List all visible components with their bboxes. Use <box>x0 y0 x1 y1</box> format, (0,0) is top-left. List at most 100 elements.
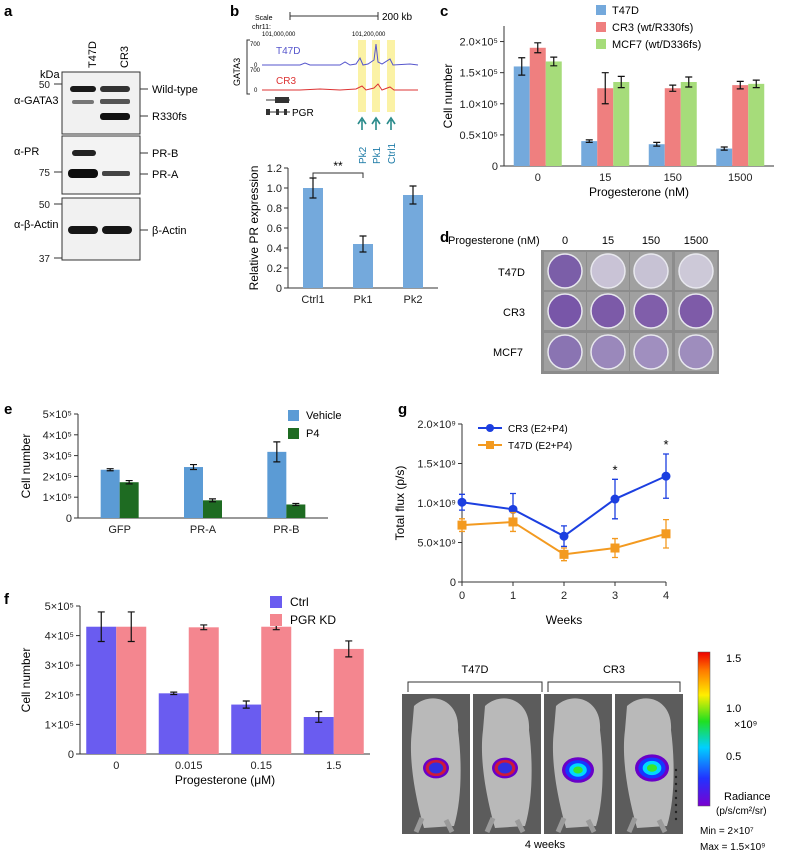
chart-c-ytick-label-0: 0 <box>492 161 498 173</box>
well-2-1 <box>590 334 626 370</box>
chart-c-legend-label-1: CR3 (wt/R330fs) <box>612 22 693 34</box>
chart-b-ytick-label-1: 0.2 <box>267 263 282 275</box>
chart-f-bar-3-0 <box>303 717 334 754</box>
radiance-units: (p/s/cm²/sr) <box>716 806 767 817</box>
chart-c-xtick-label-0: 0 <box>535 172 541 184</box>
gene-group-label: GATA3 <box>232 58 242 86</box>
band-label-wildtype: Wild-type <box>152 84 198 96</box>
chart-c-bar-0-0 <box>513 66 530 166</box>
chart-g-point-1-3 <box>610 543 620 553</box>
gene-exon-3 <box>284 109 287 115</box>
chart-f-ytick-label-3: 3×10⁵ <box>45 660 74 672</box>
gene-exon-2 <box>276 109 279 115</box>
track-cr3-ymin: 0 <box>254 88 258 94</box>
track-cr3-ymax: 700 <box>250 68 261 74</box>
chart-e-legend-swatch-1 <box>288 428 299 439</box>
chart-e-bar-1-1 <box>203 500 222 518</box>
chart-g-total-flux: 0 5.0×10⁹ 1.0×10⁹ 1.5×10⁹ 2.0×10⁹ Total flux … <box>393 419 671 627</box>
chart-c-legend-swatch-2 <box>596 39 606 49</box>
band-gata3-wt-cr3 <box>100 86 130 92</box>
well-1-0 <box>547 293 583 329</box>
chart-c-bar-2-2 <box>680 82 697 166</box>
well-0-3 <box>678 253 714 289</box>
antibody-gata3: α-GATA3 <box>14 95 58 107</box>
band-gata3-wt-t47d <box>70 86 96 92</box>
panel-letter-b: b <box>230 3 239 20</box>
scale-value: 200 kb <box>382 12 412 23</box>
chart-e-ytick-label-2: 2×10⁵ <box>43 471 72 483</box>
chart-b-significance-bracket <box>312 172 364 178</box>
mouse-legs-2 <box>555 817 597 834</box>
chart-c-legend-swatch-1 <box>596 22 606 32</box>
highlight-pk2 <box>358 40 366 112</box>
chart-c-bar-0-2 <box>545 61 562 166</box>
chart-g-xtick-label-2: 2 <box>561 590 567 602</box>
chart-c-bar-1-1 <box>597 88 614 166</box>
chart-b-ylabel: Relative PR expression <box>247 166 261 291</box>
colorbar <box>697 651 711 807</box>
mouse-legs-3 <box>626 817 668 834</box>
chart-b-ytick-label-6: 1.2 <box>267 163 282 175</box>
chart-g-xtick-label-4: 4 <box>663 590 669 602</box>
chart-f-xtick-label-3: 1.5 <box>326 760 341 772</box>
band-gata3-r330fs-cr3 <box>100 113 130 120</box>
band-pra-cr3 <box>102 171 130 176</box>
dot-grid-4 <box>674 796 678 800</box>
chr-label: chr11: <box>252 24 271 31</box>
panel-letter-c: c <box>440 3 448 20</box>
chart-g-point-0-3 <box>610 494 620 504</box>
gene-exon-1 <box>266 109 270 115</box>
chart-e-bar-0-0 <box>100 469 120 518</box>
peak-label-pk1: Pk1 <box>372 146 383 164</box>
chart-c-ylabel: Cell number <box>441 64 455 129</box>
chart-f-ytick-label-0: 0 <box>68 749 74 761</box>
chart-f-bar-2-1 <box>261 626 292 754</box>
band-pra-t47d <box>68 169 98 178</box>
arrow-icon-ctrl1 <box>386 116 396 130</box>
bracket-cr3 <box>547 681 681 692</box>
chart-c-cell-number: 0 0.5×10⁵ 1.0×10⁵ 1.5×10⁵ 2.0×10⁵ Cell number… <box>441 5 774 199</box>
chart-c-ytick-label-1: 0.5×10⁵ <box>459 130 498 142</box>
chart-e-ytick-label-0: 0 <box>66 513 72 525</box>
chart-f-errorbar-0-0 <box>97 611 105 643</box>
chart-e-errorbar-0-0 <box>106 468 114 472</box>
plate-dose-150: 150 <box>642 235 660 247</box>
chart-c-errorbar-3-2 <box>752 79 760 89</box>
coord-left: 101,000,000 <box>262 32 296 38</box>
chart-g-ylabel: Total flux (p/s) <box>393 466 407 541</box>
chart-g-legend-label-0: CR3 (E2+P4) <box>508 424 568 435</box>
well-1-2 <box>633 293 669 329</box>
band-gata3-mid-t47d <box>72 100 94 104</box>
chart-c-errorbar-0-1 <box>534 42 542 54</box>
chart-e-ytick-label-4: 4×10⁵ <box>43 430 72 442</box>
dot-grid-5 <box>674 803 678 807</box>
chart-f-errorbar-1-0 <box>170 691 178 696</box>
chart-f-cell-number: 0 1×10⁵ 2×10⁵ 3×10⁵ 4×10⁵ 5×10⁵ Cell number Pro… <box>19 595 370 787</box>
chart-b-bar-2-0 <box>403 195 423 288</box>
chart-g-ytick-label-2: 1.0×10⁹ <box>417 498 456 510</box>
chart-f-xlabel: Progesterone (μM) <box>175 773 275 787</box>
chart-b-bar-0-0 <box>303 188 323 288</box>
chart-b-ytick-label-2: 0.4 <box>267 243 282 255</box>
chart-f-legend-swatch-0 <box>270 596 282 608</box>
chart-f-bar-2-0 <box>231 704 262 754</box>
chart-b-xtick-label-0: Ctrl1 <box>301 294 324 306</box>
chart-b-pr-expression: 0 0.2 0.4 0.6 0.8 1.0 1.2 Relative PR expressio… <box>247 159 438 306</box>
band-label-r330fs: R330fs <box>152 111 187 123</box>
peak-label-ctrl1: Ctrl1 <box>387 142 398 164</box>
chart-f-xtick-label-0: 0 <box>113 760 119 772</box>
plate-row-mcf7: MCF7 <box>493 347 523 359</box>
chart-g-xlabel: Weeks <box>546 613 582 627</box>
highlight-pk1 <box>372 40 380 112</box>
chart-c-legend-label-2: MCF7 (wt/D336fs) <box>612 39 701 51</box>
antibody-pr: α-PR <box>14 146 39 158</box>
well-2-2 <box>633 334 669 370</box>
chart-e-ytick-label-3: 3×10⁵ <box>43 451 72 463</box>
marker-75: 75 <box>39 168 51 179</box>
chart-g-star-1: * <box>663 437 668 452</box>
chart-c-bar-2-0 <box>648 144 665 166</box>
track-cr3-signal <box>262 83 418 91</box>
well-1-3 <box>678 293 714 329</box>
well-2-3 <box>678 334 714 370</box>
image-caption: 4 weeks <box>525 839 566 851</box>
